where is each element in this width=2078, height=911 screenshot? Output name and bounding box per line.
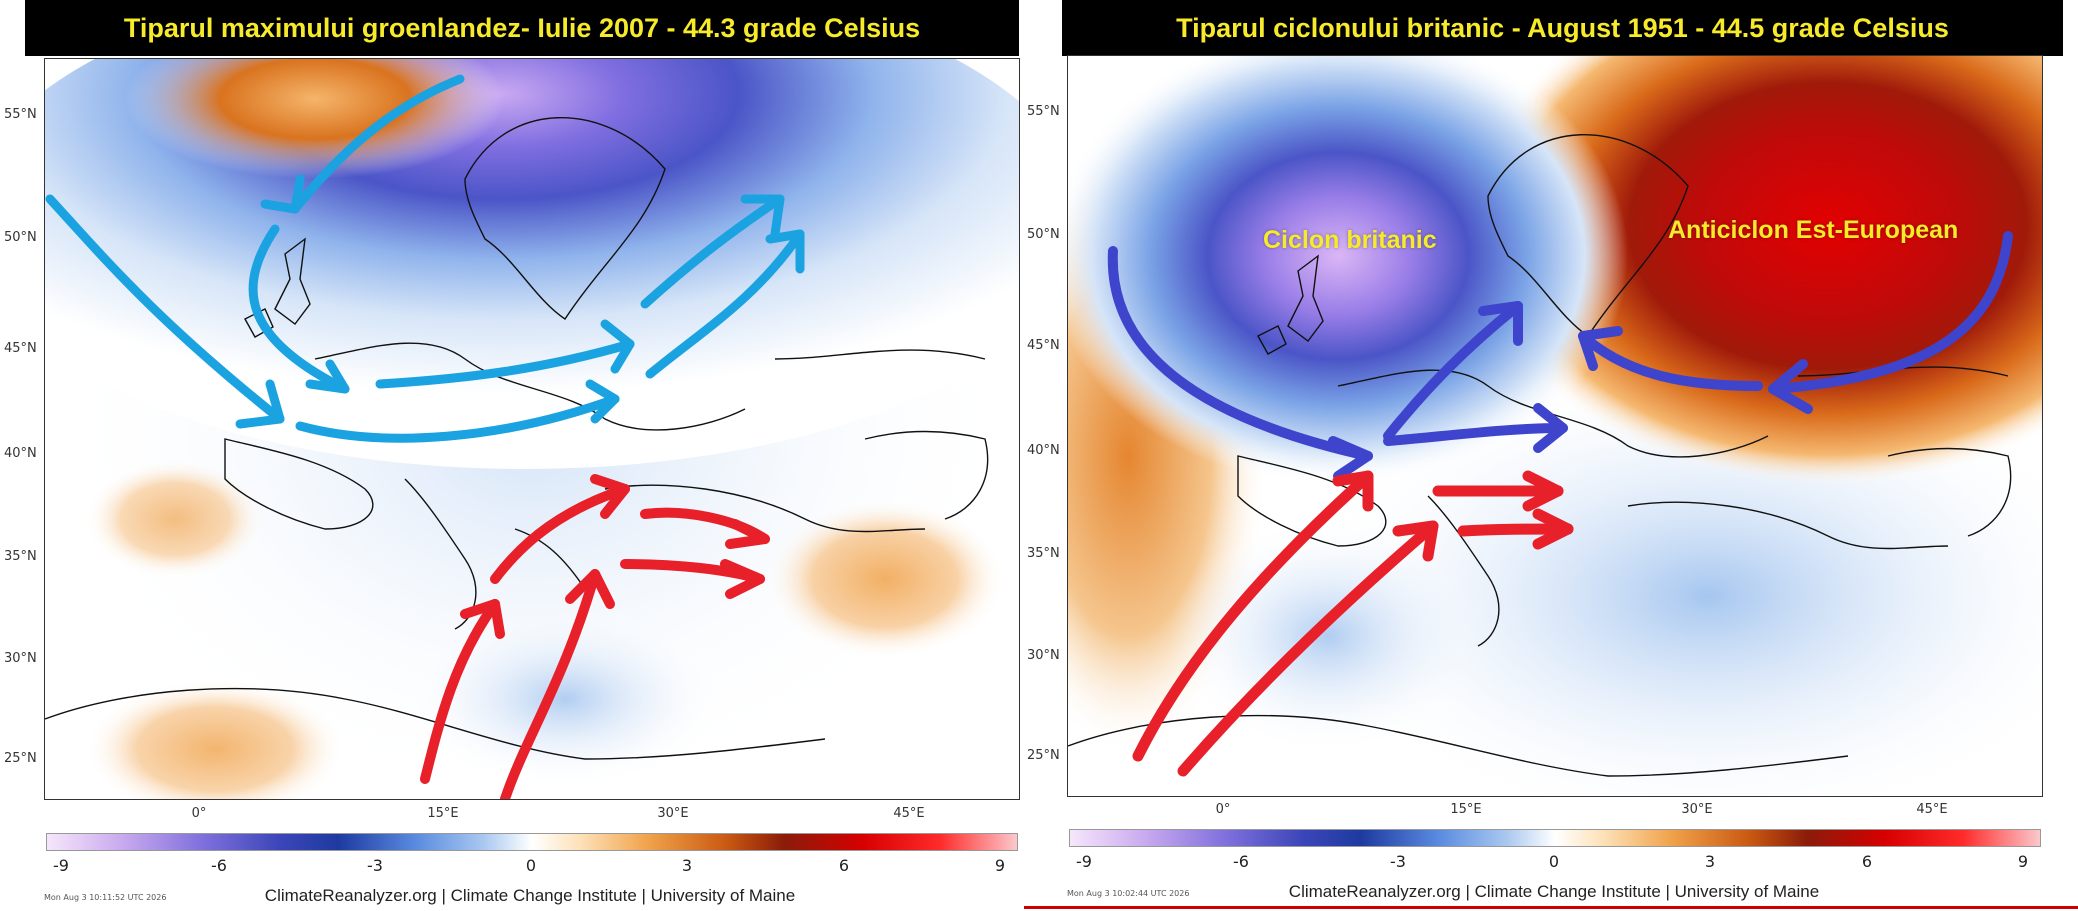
right-timestamp: Mon Aug 3 10:02:44 UTC 2026 bbox=[1067, 889, 1190, 898]
coastlines bbox=[1068, 134, 2012, 777]
warm-arrow-4 bbox=[1457, 523, 1574, 537]
colorbar-tick: 6 bbox=[838, 856, 850, 875]
colorbar-tick: 0 bbox=[525, 856, 537, 875]
colorbar-tick: 6 bbox=[1861, 852, 1873, 871]
colorbar-tick: -6 bbox=[211, 856, 227, 875]
right-colorbar bbox=[1069, 829, 2041, 847]
left-panel: Tiparul maximului groenlandez- Iulie 200… bbox=[4, 0, 1020, 905]
bottom-red-line bbox=[1024, 906, 2078, 909]
right-anomaly-map bbox=[1068, 56, 2042, 796]
cold-arrow-west bbox=[45, 194, 285, 424]
right-title: Tiparul ciclonului britanic - August 195… bbox=[1062, 0, 2063, 56]
colorbar-tick: -6 bbox=[1233, 852, 1249, 871]
lon-label-30e: 30°E bbox=[1681, 802, 1713, 817]
anticyclone-label: Anticiclon Est-European bbox=[1668, 216, 1959, 244]
colorbar-tick: -3 bbox=[367, 856, 383, 875]
right-map: Ciclon britanic Anticiclon Est-European bbox=[1067, 55, 2043, 797]
cold-arrow-east bbox=[1383, 423, 1568, 446]
colorbar-tick: -9 bbox=[1076, 852, 1092, 871]
lat-label-40: 40°N bbox=[1027, 443, 1060, 458]
lat-label-30: 30°N bbox=[1027, 648, 1060, 663]
right-credit: ClimateReanalyzer.org | Climate Change I… bbox=[1288, 882, 1820, 901]
cold-arrows bbox=[1107, 231, 2013, 481]
left-credit: ClimateReanalyzer.org | Climate Change I… bbox=[264, 886, 796, 905]
cyclone-cold-anomaly bbox=[1068, 56, 1628, 486]
left-anomaly-map bbox=[45, 59, 1019, 799]
colorbar-tick: 0 bbox=[1548, 852, 1560, 871]
lat-label-35: 35°N bbox=[1027, 546, 1060, 561]
anticyclone-warm-anomaly bbox=[1468, 56, 2042, 486]
cold-arrow-middle bbox=[375, 339, 635, 389]
cold-arrow-east bbox=[645, 229, 805, 379]
cold-arrow-north bbox=[1383, 301, 1523, 441]
cold-arrow-central bbox=[295, 394, 620, 443]
colorbar-tick: 9 bbox=[994, 856, 1006, 875]
lon-label-30e: 30°E bbox=[657, 806, 689, 821]
turkey-warm-anomaly bbox=[765, 499, 1005, 659]
colorbar-tick: -3 bbox=[1390, 852, 1406, 871]
lat-label-55: 55°N bbox=[4, 107, 37, 122]
cold-arrow-west bbox=[1107, 246, 1373, 461]
colorbar-tick: 9 bbox=[2017, 852, 2029, 871]
lat-label-35: 35°N bbox=[4, 549, 37, 564]
right-panel: Tiparul ciclonului britanic - August 195… bbox=[1024, 0, 2063, 911]
warm-arrow-1 bbox=[420, 599, 500, 784]
warm-arrow-3 bbox=[490, 484, 630, 584]
iceland-warm-anomaly bbox=[125, 59, 505, 179]
lat-label-45: 45°N bbox=[4, 341, 37, 356]
lat-label-55: 55°N bbox=[1027, 104, 1060, 119]
warm-arrow-2 bbox=[500, 569, 600, 799]
cold-arrow-northeast bbox=[640, 194, 785, 309]
lat-label-50: 50°N bbox=[1027, 227, 1060, 242]
lon-label-15e: 15°E bbox=[427, 806, 459, 821]
lat-label-25: 25°N bbox=[4, 751, 37, 766]
left-title: Tiparul maximului groenlandez- Iulie 200… bbox=[25, 0, 1019, 56]
warm-arrows bbox=[420, 474, 770, 799]
colorbar-tick: -9 bbox=[53, 856, 69, 875]
lon-label-0: 0° bbox=[191, 806, 207, 821]
cold-arrow-return bbox=[1578, 331, 1763, 391]
lon-label-45e: 45°E bbox=[1916, 802, 1948, 817]
cold-arrow-anticyclone bbox=[1768, 231, 2013, 394]
lat-label-45: 45°N bbox=[1027, 338, 1060, 353]
lat-label-30: 30°N bbox=[4, 651, 37, 666]
left-map bbox=[44, 58, 1020, 800]
colorbar-tick: 3 bbox=[681, 856, 693, 875]
cyclone-label: Ciclon britanic bbox=[1263, 226, 1437, 254]
lat-label-25: 25°N bbox=[1027, 748, 1060, 763]
warm-arrows bbox=[1132, 470, 1574, 777]
cold-arrows bbox=[45, 74, 805, 443]
cold-arrow-britain bbox=[248, 224, 350, 394]
colorbar-tick: 3 bbox=[1704, 852, 1716, 871]
warm-arrow-1 bbox=[1132, 470, 1374, 762]
lat-label-50: 50°N bbox=[4, 230, 37, 245]
left-timestamp: Mon Aug 3 10:11:52 UTC 2026 bbox=[44, 893, 167, 902]
lon-label-45e: 45°E bbox=[893, 806, 925, 821]
warm-arrow-2 bbox=[1177, 520, 1439, 777]
left-colorbar bbox=[46, 833, 1018, 851]
lon-label-15e: 15°E bbox=[1450, 802, 1482, 817]
lat-label-40: 40°N bbox=[4, 446, 37, 461]
coastlines bbox=[45, 117, 989, 760]
lon-label-0: 0° bbox=[1215, 802, 1231, 817]
cold-arrow-north bbox=[290, 74, 465, 214]
